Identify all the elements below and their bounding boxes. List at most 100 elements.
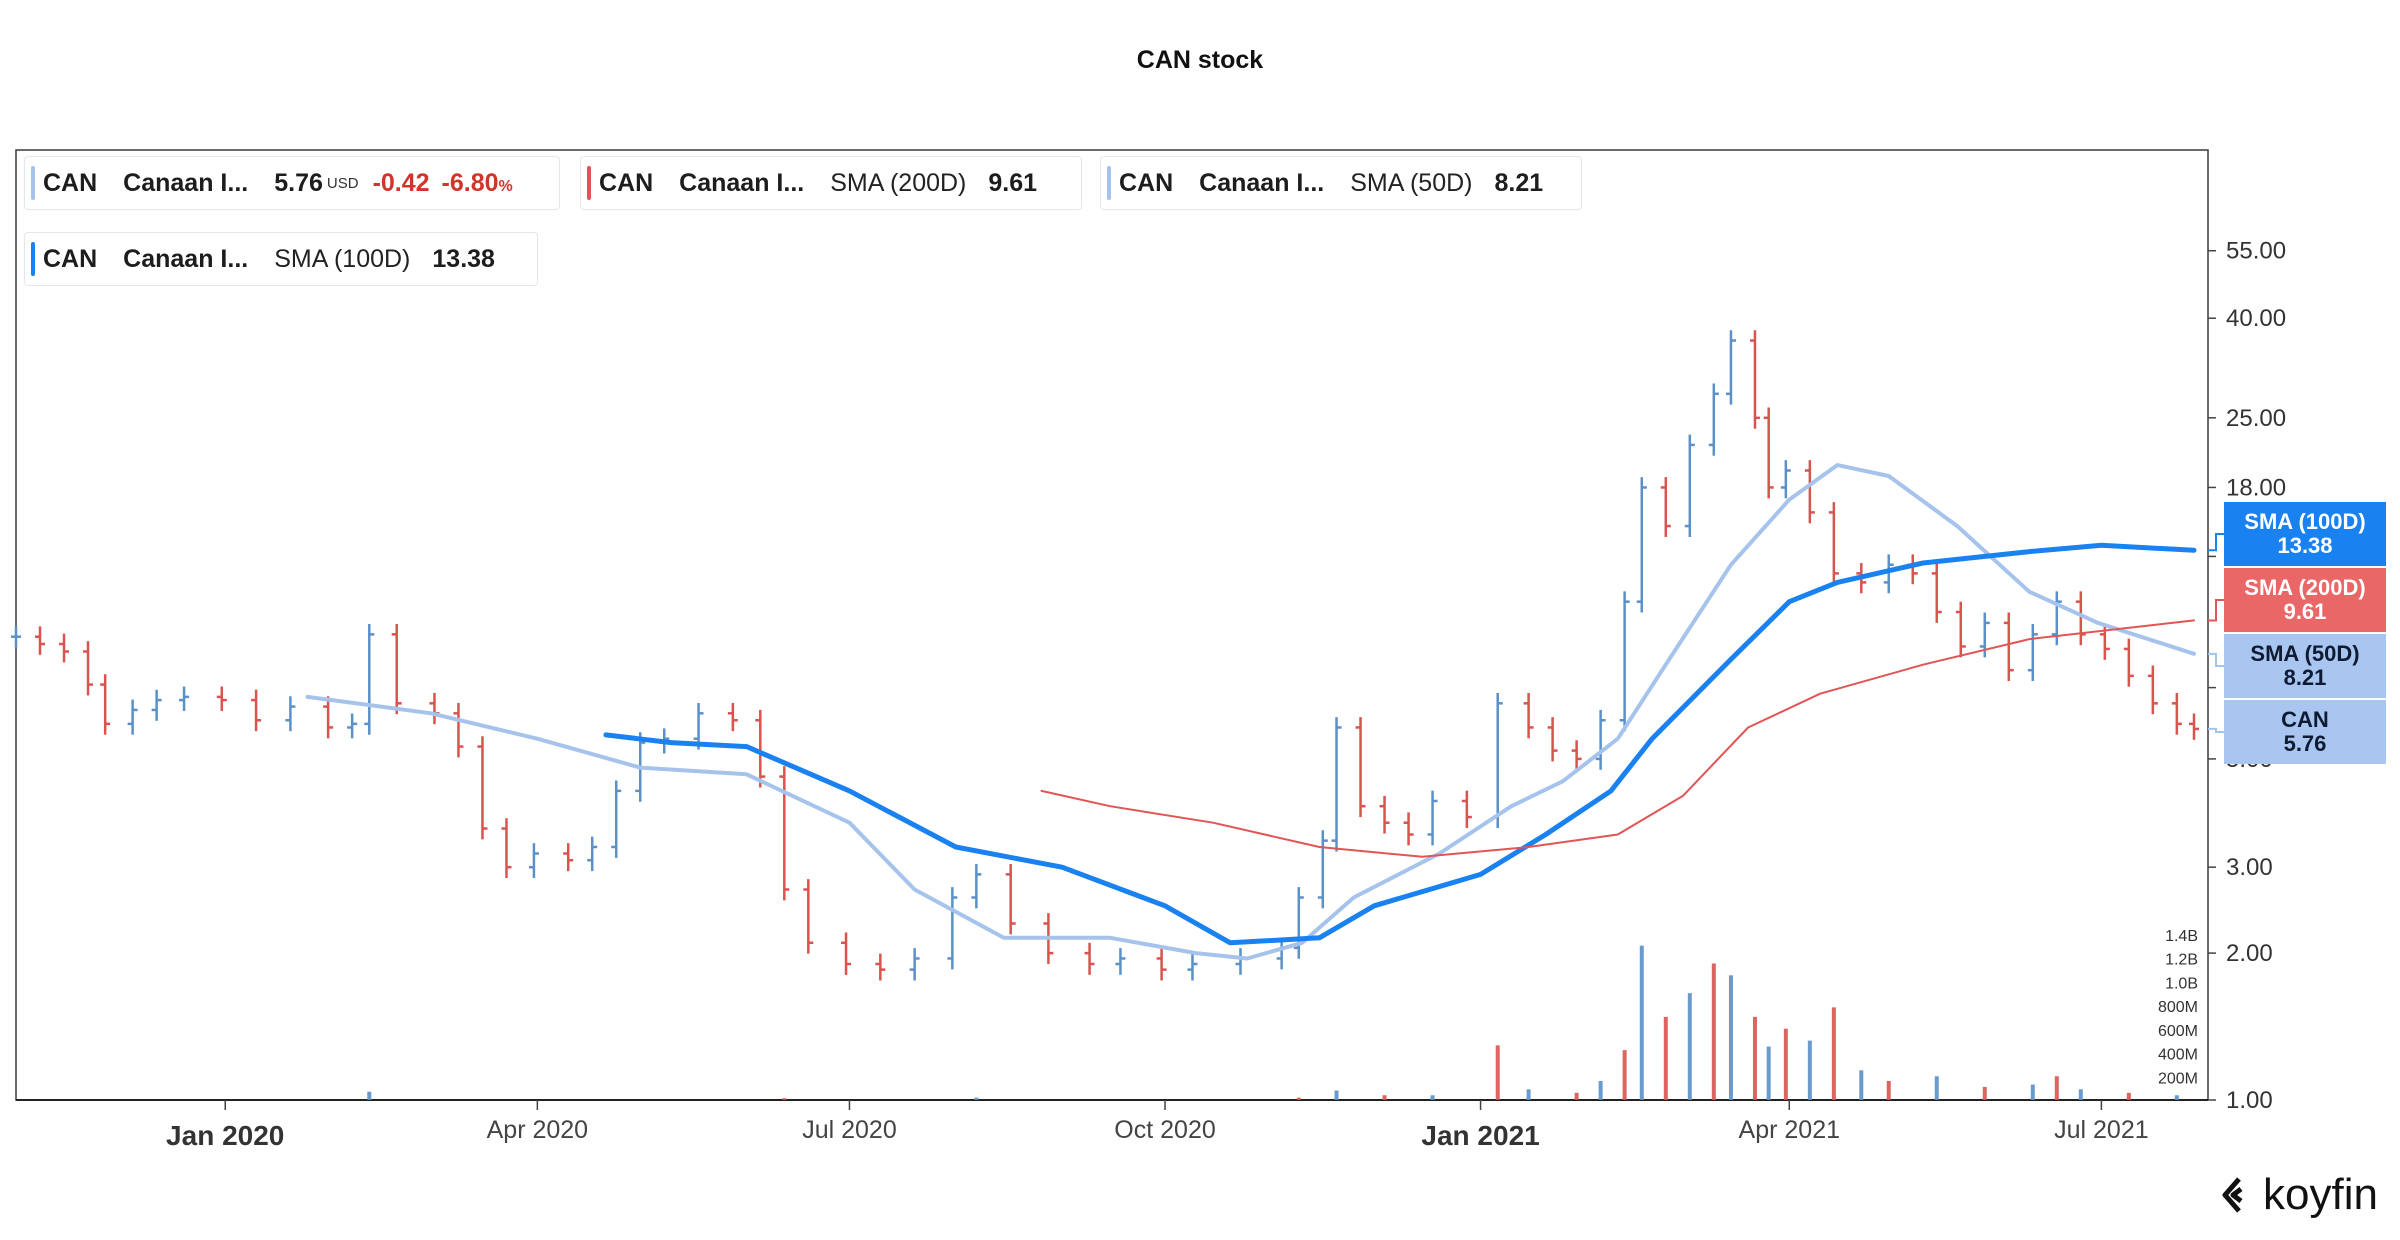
volume-bar — [1807, 1040, 1812, 1100]
legend-color-bar — [31, 242, 35, 276]
price-tag-can: CAN 5.76 — [2224, 700, 2386, 764]
volume-bar — [1639, 945, 1644, 1100]
price-bar — [1403, 812, 1414, 846]
volume-bar — [782, 1098, 787, 1100]
price-bar — [611, 780, 622, 858]
price-bar — [1156, 948, 1167, 981]
series-line-sma-200d- — [1040, 619, 2195, 858]
legend-value: 13.38 — [432, 244, 495, 273]
price-bar — [453, 702, 464, 758]
volume-bar — [1783, 1028, 1788, 1100]
legend-company: Canaan I... — [679, 168, 805, 197]
price-bar — [1780, 460, 1791, 499]
price-bar — [2189, 713, 2199, 740]
price-bar — [1427, 790, 1438, 846]
volume-bar — [1711, 963, 1716, 1100]
price-bar — [1804, 460, 1815, 524]
price-tag-label: SMA (200D) — [2244, 575, 2366, 600]
x-tick-label: Apr 2021 — [1739, 1116, 1840, 1144]
volume-tick-label: 600M — [2158, 1023, 2198, 1040]
legend-price: 5.76 — [274, 168, 323, 197]
volume-bar — [2126, 1092, 2131, 1100]
price-bar — [1749, 330, 1760, 429]
price-bar — [1571, 740, 1582, 770]
price-bar — [1725, 330, 1736, 405]
volume-bar — [2078, 1089, 2083, 1100]
price-bar — [1461, 790, 1472, 828]
legend-color-bar — [31, 166, 35, 200]
legend-indicator: SMA (100D) — [274, 244, 411, 273]
price-bar — [35, 626, 46, 655]
legend-indicator: SMA (50D) — [1350, 168, 1473, 197]
y-tick-label: 18.00 — [2226, 474, 2286, 501]
price-bar — [947, 887, 958, 970]
price-bar — [2075, 591, 2086, 646]
legend-ticker: CAN — [599, 168, 654, 197]
price-bar — [1907, 554, 1918, 585]
volume-bar — [1859, 1070, 1864, 1100]
price-bar — [563, 843, 574, 872]
volume-bar — [1334, 1090, 1339, 1100]
price-bar — [179, 686, 190, 711]
price-bar — [1317, 830, 1328, 909]
price-bar — [1547, 717, 1558, 762]
legend-sma-100[interactable]: CAN Canaan I... SMA (100D) 13.38 — [24, 232, 538, 286]
price-bar — [1005, 864, 1016, 935]
volume-bar — [2174, 1095, 2179, 1100]
volume-bar — [1526, 1089, 1531, 1100]
legend-company: Canaan I... — [1199, 168, 1325, 197]
price-bar — [1684, 434, 1695, 537]
y-tick-label: 55.00 — [2226, 238, 2286, 265]
legend-sma-200[interactable]: CAN Canaan I... SMA (200D) 9.61 — [580, 156, 1082, 210]
koyfin-logo[interactable]: koyfin — [2219, 1170, 2378, 1220]
volume-bar — [1430, 1095, 1435, 1100]
price-bar — [1931, 563, 1942, 623]
price-bar — [347, 713, 358, 739]
price-bar — [2123, 638, 2134, 687]
price-bar — [1293, 887, 1304, 959]
price-bar — [251, 689, 262, 732]
legend-currency: USD — [326, 174, 359, 192]
price-bar — [727, 702, 738, 732]
price-bar — [127, 699, 138, 735]
legend-can-price[interactable]: CAN Canaan I... 5.76 USD -0.42 -6.80% — [24, 156, 560, 210]
price-bar — [151, 689, 162, 721]
volume-tick-label: 1.0B — [2165, 975, 2198, 992]
volume-bar — [2030, 1084, 2035, 1100]
price-tag-label: SMA (100D) — [2244, 509, 2366, 534]
x-tick-label: Jul 2020 — [802, 1116, 897, 1144]
price-bar — [477, 736, 488, 840]
volume-bar — [1687, 993, 1692, 1100]
price-bar — [1763, 407, 1774, 499]
price-bar — [971, 864, 982, 909]
chart-title: CAN stock — [1136, 46, 1264, 74]
y-tick-label: 3.00 — [2226, 854, 2273, 881]
x-tick-label: Jul 2021 — [2054, 1116, 2149, 1144]
price-tag-value: 5.76 — [2283, 731, 2327, 756]
volume-bar — [1622, 1050, 1627, 1100]
price-tag-label: SMA (50D) — [2250, 641, 2360, 666]
legend-value: 9.61 — [988, 168, 1038, 197]
price-bar — [2147, 665, 2158, 715]
koyfin-chevron-icon — [2222, 1177, 2243, 1213]
price-bar — [1619, 591, 1630, 732]
price-bar — [2171, 692, 2182, 735]
price-bar — [1883, 554, 1894, 594]
price-bar — [83, 641, 94, 696]
x-tick-label: Apr 2020 — [487, 1116, 588, 1144]
legend-value: 8.21 — [1494, 168, 1544, 197]
price-bar — [779, 766, 790, 901]
legend-sma-50[interactable]: CAN Canaan I... SMA (50D) 8.21 — [1100, 156, 1582, 210]
volume-tick-label: 1.4B — [2165, 928, 2198, 945]
price-tag-sma-100: SMA (100D) 13.38 — [2224, 502, 2386, 566]
volume-bar — [1766, 1046, 1771, 1100]
legend-company: Canaan I... — [123, 244, 249, 273]
price-bar — [1955, 601, 1966, 658]
price-bar — [1636, 477, 1647, 613]
x-tick-label: Jan 2021 — [1421, 1120, 1539, 1151]
legend-ticker: CAN — [1119, 168, 1174, 197]
price-bar — [909, 948, 920, 981]
volume-bar — [1934, 1076, 1939, 1100]
price-bar — [364, 624, 375, 735]
legend-color-bar — [587, 166, 591, 200]
